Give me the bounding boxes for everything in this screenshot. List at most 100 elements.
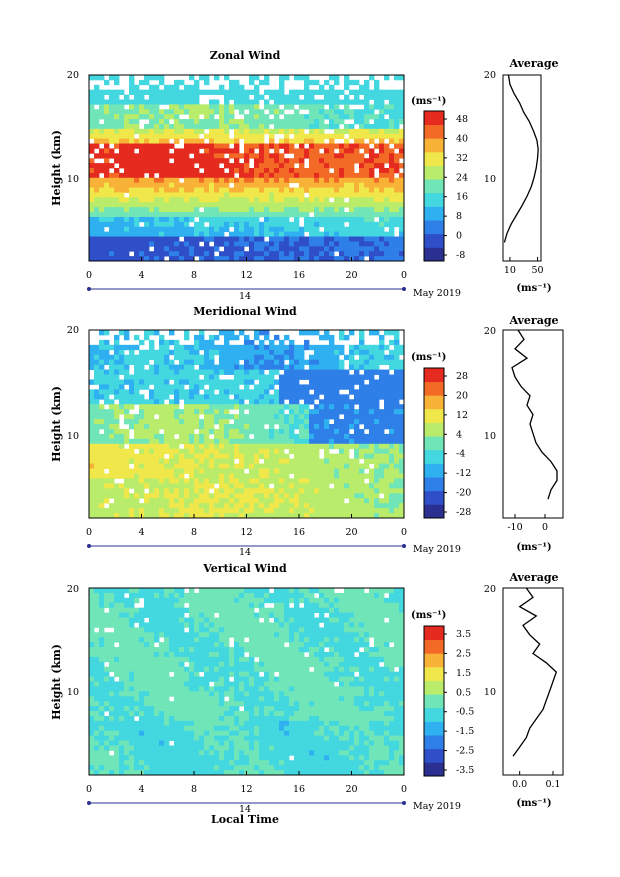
heatmap-cell	[179, 370, 184, 375]
heatmap-cell	[169, 424, 174, 429]
heatmap-cell	[364, 459, 369, 464]
heatmap-cell	[239, 134, 244, 139]
heatmap-cell	[244, 384, 249, 389]
heatmap-cell	[389, 613, 394, 618]
heatmap-cell	[109, 608, 114, 613]
heatmap-cell	[89, 119, 94, 124]
heatmap-cell	[154, 350, 159, 355]
heatmap-cell	[214, 493, 219, 498]
heatmap-cell	[339, 429, 344, 434]
heatmap-cell	[379, 99, 384, 104]
heatmap-cell	[319, 370, 324, 375]
colorbar-tick-label: 8	[456, 211, 462, 222]
heatmap-cell	[354, 360, 359, 365]
heatmap-cell	[259, 384, 264, 389]
heatmap-cell	[169, 618, 174, 623]
heatmap-cell	[304, 114, 309, 119]
heatmap-cell	[364, 613, 369, 618]
heatmap-cell	[214, 622, 219, 627]
heatmap-cell	[154, 85, 159, 90]
heatmap-cell	[114, 251, 119, 256]
heatmap-cell	[89, 192, 94, 197]
heatmap-cell	[114, 90, 119, 95]
heatmap-cell	[134, 379, 139, 384]
heatmap-cell	[254, 588, 259, 593]
heatmap-cell	[184, 618, 189, 623]
heatmap-cell	[269, 370, 274, 375]
heatmap-cell	[344, 434, 349, 439]
heatmap-cell	[104, 409, 109, 414]
heatmap-cell	[179, 419, 184, 424]
heatmap-cell	[349, 355, 354, 360]
heatmap-cell	[319, 99, 324, 104]
heatmap-cell	[244, 197, 249, 202]
heatmap-cell	[369, 330, 374, 335]
y-tick-label: 10	[67, 431, 79, 442]
heatmap-cell	[314, 330, 319, 335]
heatmap-cell	[209, 129, 214, 134]
heatmap-cell	[94, 134, 99, 139]
heatmap-cell	[104, 449, 109, 454]
heatmap-cell	[154, 598, 159, 603]
heatmap-cell	[324, 454, 329, 459]
heatmap-cell	[144, 129, 149, 134]
heatmap-cell	[159, 459, 164, 464]
heatmap-cell	[354, 503, 359, 508]
x-tick-label: 4	[138, 527, 144, 538]
heatmap-cell	[219, 603, 224, 608]
heatmap-cell	[219, 350, 224, 355]
heatmap-cell	[264, 246, 269, 251]
heatmap-cell	[324, 508, 329, 513]
heatmap-cell	[304, 508, 309, 513]
heatmap-cell	[394, 192, 399, 197]
heatmap-cell	[94, 183, 99, 188]
heatmap-cell	[214, 409, 219, 414]
heatmap-cell	[389, 232, 394, 237]
heatmap-cell	[369, 469, 374, 474]
heatmap-cell	[119, 355, 124, 360]
heatmap-cell	[184, 217, 189, 222]
heatmap-cell	[179, 207, 184, 212]
heatmap-cell	[394, 459, 399, 464]
heatmap-cell	[364, 90, 369, 95]
heatmap-cell	[279, 424, 284, 429]
heatmap-cell	[244, 178, 249, 183]
heatmap-cell	[384, 483, 389, 488]
heatmap-cell	[234, 424, 239, 429]
heatmap-cell	[139, 129, 144, 134]
heatmap-cell	[329, 192, 334, 197]
heatmap-cell	[284, 632, 289, 637]
heatmap-cell	[234, 355, 239, 360]
heatmap-cell	[219, 449, 224, 454]
heatmap-cell	[189, 241, 194, 246]
heatmap-cell	[379, 370, 384, 375]
heatmap-cell	[149, 350, 154, 355]
heatmap-cell	[319, 246, 324, 251]
heatmap-cell	[279, 99, 284, 104]
heatmap-cell	[114, 493, 119, 498]
heatmap-cell	[129, 603, 134, 608]
heatmap-cell	[154, 212, 159, 217]
heatmap-cell	[99, 379, 104, 384]
heatmap-cell	[334, 241, 339, 246]
heatmap-cell	[289, 434, 294, 439]
heatmap-cell	[94, 424, 99, 429]
heatmap-cell	[274, 603, 279, 608]
heatmap-cell	[364, 618, 369, 623]
heatmap-cell	[369, 375, 374, 380]
heatmap-cell	[169, 183, 174, 188]
heatmap-cell	[354, 379, 359, 384]
heatmap-cell	[244, 217, 249, 222]
heatmap-cell	[139, 439, 144, 444]
heatmap-cell	[364, 350, 369, 355]
heatmap-cell	[314, 163, 319, 168]
profile-title: Average	[508, 314, 558, 327]
heatmap-cell	[244, 134, 249, 139]
heatmap-cell	[339, 99, 344, 104]
heatmap-cell	[194, 483, 199, 488]
heatmap-cell	[119, 129, 124, 134]
heatmap-cell	[229, 251, 234, 256]
heatmap-cell	[169, 129, 174, 134]
heatmap-cell	[209, 104, 214, 109]
